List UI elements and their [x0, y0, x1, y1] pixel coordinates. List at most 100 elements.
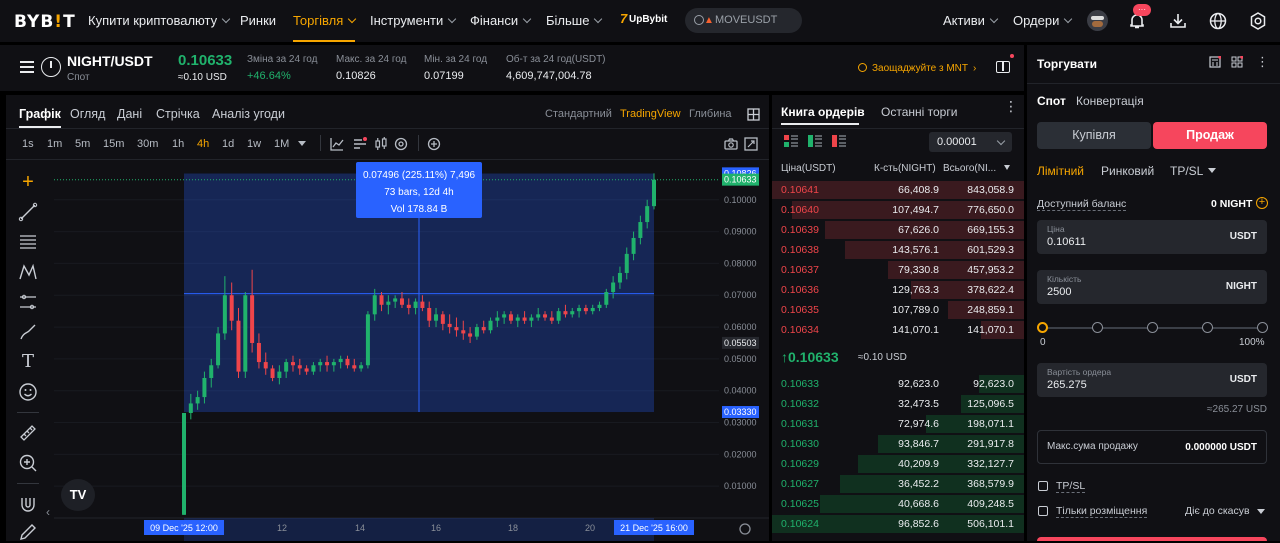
measure-tool-icon[interactable]	[17, 291, 39, 313]
fullscreen-icon[interactable]	[744, 137, 758, 151]
more-options-icon[interactable]: ⋮	[1004, 98, 1018, 114]
text-tool-icon[interactable]: T	[21, 351, 34, 372]
nav-item-3[interactable]: Інструменти	[370, 13, 457, 28]
tab-order-book[interactable]: Книга ордерів	[781, 105, 865, 119]
candle-body[interactable]	[577, 307, 582, 312]
trade-more-icon[interactable]: ⋮	[1256, 54, 1269, 69]
axis-settings-icon[interactable]	[739, 523, 751, 535]
timeframe-4h[interactable]: 4h	[197, 138, 210, 150]
fib-tool-icon[interactable]	[17, 231, 39, 253]
candle-body[interactable]	[536, 314, 541, 318]
search-input[interactable]: ▲ MOVEUSDT	[685, 8, 802, 33]
nav-item-0[interactable]: Купити криптовалюту	[88, 13, 231, 28]
timeframe-1d[interactable]: 1d	[222, 138, 235, 150]
templates-icon[interactable]	[353, 137, 367, 151]
tpsl-checkbox[interactable]	[1038, 481, 1048, 491]
nav-item-2[interactable]: Торгівля	[293, 13, 357, 28]
sell-button[interactable]: Продаж	[1153, 122, 1267, 149]
bybit-logo[interactable]: BYB!T	[14, 12, 76, 32]
ask-row[interactable]: 0.10638 143,576.1 601,529.3	[772, 240, 1024, 260]
bid-row[interactable]: 0.10624 96,852.6 506,101.1	[772, 514, 1024, 534]
upbybit-number[interactable]: 7	[620, 11, 628, 26]
candle-body[interactable]	[297, 365, 302, 369]
submit-sell-button[interactable]	[1037, 537, 1267, 541]
candle-body[interactable]	[508, 314, 513, 321]
ask-row[interactable]: 0.10635 107,789.0 248,859.1	[772, 300, 1024, 320]
candle-body[interactable]	[549, 317, 554, 321]
candle-body[interactable]	[188, 403, 193, 413]
candle-body[interactable]	[331, 362, 336, 366]
order-value-input[interactable]: Вартість ордера 265.275 USDT	[1037, 363, 1267, 397]
view-tab-0[interactable]: Стандартний	[545, 108, 612, 120]
candle-body[interactable]	[488, 320, 493, 331]
tf-dropdown-caret[interactable]	[298, 141, 306, 146]
candle-body[interactable]	[611, 282, 616, 293]
emoji-tool-icon[interactable]	[17, 381, 39, 403]
globe-icon[interactable]	[1207, 10, 1229, 32]
timeframe-1w[interactable]: 1w	[247, 138, 262, 150]
ask-row[interactable]: 0.10636 129,763.3 378,622.4	[772, 280, 1024, 300]
candle-body[interactable]	[638, 222, 643, 238]
order-type-market[interactable]: Ринковий	[1101, 164, 1155, 178]
view-both-icon[interactable]	[784, 135, 798, 147]
apps-icon[interactable]	[1231, 56, 1243, 68]
nav-item-4[interactable]: Фінанси	[470, 13, 532, 28]
chart-tab-4[interactable]: Аналіз угоди	[212, 107, 285, 121]
candle-body[interactable]	[474, 327, 479, 337]
zoom-in-tool-icon[interactable]	[17, 452, 39, 474]
candle-body[interactable]	[495, 317, 500, 321]
timeframe-15m[interactable]: 15m	[103, 138, 125, 150]
view-tab-2[interactable]: Глибина	[689, 108, 732, 120]
slider-step-0[interactable]	[1037, 322, 1048, 333]
candle-body[interactable]	[583, 307, 588, 312]
candle-body[interactable]	[250, 295, 255, 343]
candle-body[interactable]	[352, 365, 357, 369]
candle-body[interactable]	[243, 295, 248, 372]
assets-menu[interactable]: Активи	[943, 13, 999, 28]
timeframe-30m[interactable]: 30m	[137, 138, 159, 150]
candle-body[interactable]	[481, 327, 486, 331]
mnt-promo-link[interactable]: Заощаджуйте з MNT ›	[858, 62, 976, 74]
precision-select[interactable]: 0.00001	[929, 132, 1012, 152]
candle-type-icon[interactable]	[374, 137, 388, 151]
candle-body[interactable]	[182, 412, 186, 515]
nav-item-5[interactable]: Більше	[546, 13, 603, 28]
candle-body[interactable]	[365, 314, 370, 366]
quantity-input[interactable]: Кількість 2500 NIGHT	[1037, 270, 1267, 304]
candle-body[interactable]	[270, 368, 275, 378]
crosshair-tool-icon[interactable]: +	[22, 171, 34, 193]
timeframe-5m[interactable]: 5m	[75, 138, 91, 150]
post-only-checkbox[interactable]	[1038, 506, 1048, 516]
price-input[interactable]: Ціна 0.10611 USDT	[1037, 220, 1267, 254]
candle-body[interactable]	[284, 362, 289, 372]
candle-body[interactable]	[434, 314, 439, 321]
bid-row[interactable]: 0.10631 72,974.6 198,071.1	[772, 414, 1024, 434]
candle-body[interactable]	[427, 307, 432, 321]
ask-row[interactable]: 0.10634 141,070.1 141,070.1	[772, 320, 1024, 340]
brush-tool-icon[interactable]	[17, 321, 39, 343]
candle-body[interactable]	[311, 365, 316, 372]
slider-step-1[interactable]	[1092, 322, 1103, 333]
candle-body[interactable]	[202, 377, 207, 398]
add-indicator-icon[interactable]	[427, 137, 441, 151]
collapse-tools-chevron-icon[interactable]: ‹	[46, 505, 50, 519]
candle-body[interactable]	[372, 295, 377, 315]
candle-body[interactable]	[468, 333, 473, 337]
bell-icon[interactable]	[1126, 10, 1148, 32]
view-tab-1[interactable]: TradingView	[620, 108, 681, 120]
timeframe-1s[interactable]: 1s	[22, 138, 34, 150]
orders-menu[interactable]: Ордери	[1013, 13, 1073, 28]
bid-row[interactable]: 0.10629 40,209.9 332,127.7	[772, 454, 1024, 474]
chart-tab-2[interactable]: Дані	[117, 107, 143, 121]
grid-layout-icon[interactable]	[747, 108, 760, 121]
candle-body[interactable]	[515, 317, 520, 321]
candle-body[interactable]	[413, 301, 418, 308]
nav-item-1[interactable]: Ринки	[240, 13, 276, 28]
candle-body[interactable]	[195, 397, 200, 404]
candle-body[interactable]	[454, 327, 459, 331]
chart-tab-3[interactable]: Стрічка	[156, 107, 200, 121]
chart-tab-0[interactable]: Графік	[19, 107, 61, 128]
slider-step-2[interactable]	[1147, 322, 1158, 333]
candle-body[interactable]	[652, 179, 656, 207]
candle-body[interactable]	[229, 295, 234, 321]
